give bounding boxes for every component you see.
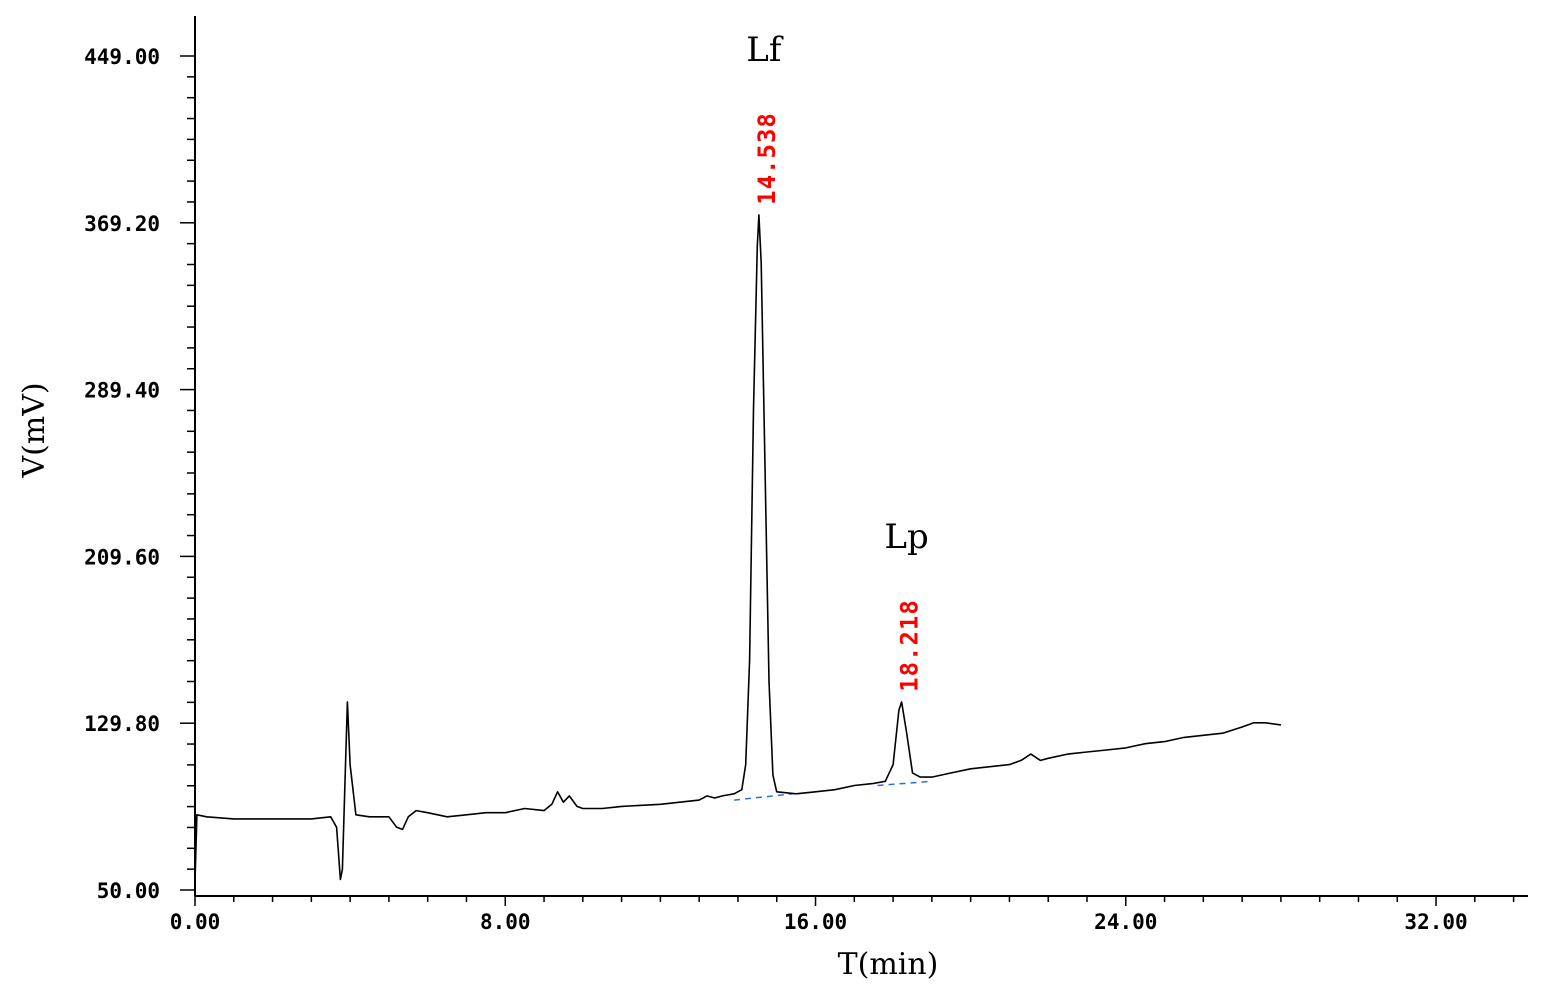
x-tick-label: 24.00: [1094, 910, 1157, 934]
y-tick-label: 209.60: [84, 545, 160, 569]
peak-retention-time: 18.218: [896, 599, 924, 692]
major-ticks: [180, 55, 1437, 906]
y-tick-label: 289.40: [84, 379, 160, 403]
x-tick-label: 32.00: [1404, 910, 1467, 934]
peak-labels: 14.538 Lf 18.218 Lp: [746, 30, 928, 692]
y-axis-title: V(mV): [17, 382, 52, 478]
signal-trace: [194, 214, 1282, 882]
minor-ticks: [187, 76, 1515, 902]
x-tick-label: 16.00: [784, 910, 847, 934]
tick-labels: 0.00 8.00 16.00 24.00 32.00 50.00 129.80 209.60…: [84, 45, 1468, 934]
peak-name: Lf: [746, 30, 784, 70]
peak-baseline: [877, 780, 932, 787]
x-tick-label: 8.00: [480, 910, 531, 934]
y-tick-label: 50.00: [97, 879, 160, 903]
y-tick-label: 369.20: [84, 212, 160, 236]
peak-baselines: [733, 780, 932, 801]
y-tick-label: 129.80: [84, 712, 160, 736]
y-tick-label: 449.00: [84, 45, 160, 69]
axes: [194, 16, 1528, 897]
series-layer: [194, 214, 1282, 882]
peak-baseline: [733, 793, 793, 801]
x-axis-title: T(min): [838, 947, 939, 982]
peak-name: Lp: [884, 517, 928, 557]
x-tick-label: 0.00: [170, 910, 221, 934]
peak-retention-time: 14.538: [753, 112, 781, 205]
